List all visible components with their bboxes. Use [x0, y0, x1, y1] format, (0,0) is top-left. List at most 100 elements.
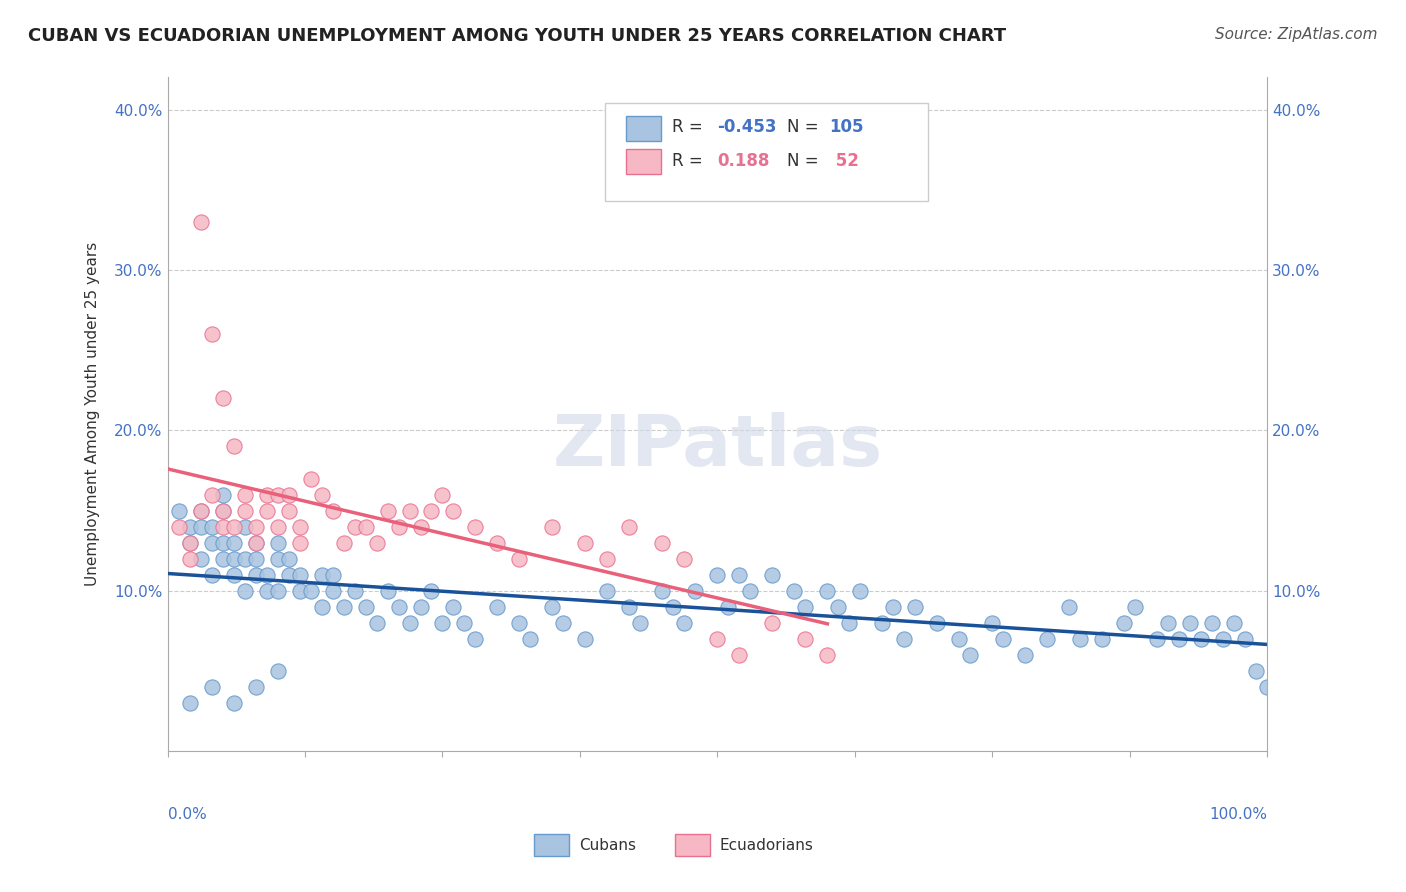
Point	[366, 615, 388, 630]
Point	[277, 487, 299, 501]
Point	[1189, 632, 1212, 646]
Point	[266, 664, 288, 678]
Point	[1014, 648, 1036, 662]
Point	[1212, 632, 1234, 646]
Point	[266, 551, 288, 566]
Point	[619, 519, 641, 533]
Point	[233, 503, 256, 517]
Point	[179, 696, 201, 710]
Point	[574, 535, 596, 549]
Point	[245, 680, 267, 694]
Text: 0.0%: 0.0%	[167, 807, 207, 822]
Point	[277, 567, 299, 582]
Point	[432, 615, 454, 630]
Point	[1246, 664, 1268, 678]
Point	[321, 583, 343, 598]
Point	[486, 535, 509, 549]
Text: N =: N =	[787, 118, 824, 136]
Point	[245, 551, 267, 566]
Point	[211, 503, 233, 517]
Point	[409, 599, 432, 614]
Point	[354, 599, 377, 614]
Point	[190, 503, 212, 517]
Point	[927, 615, 949, 630]
Point	[179, 535, 201, 549]
Point	[332, 599, 354, 614]
Point	[398, 615, 420, 630]
Point	[651, 583, 673, 598]
Point	[179, 551, 201, 566]
Point	[761, 567, 783, 582]
Point	[815, 583, 838, 598]
Point	[1146, 632, 1168, 646]
Point	[377, 583, 399, 598]
Point	[321, 503, 343, 517]
Point	[706, 632, 728, 646]
Point	[211, 551, 233, 566]
Point	[673, 615, 696, 630]
Point	[1223, 615, 1246, 630]
Point	[443, 599, 465, 614]
Point	[1069, 632, 1091, 646]
Point	[288, 583, 311, 598]
Point	[288, 535, 311, 549]
Y-axis label: Unemployment Among Youth under 25 years: Unemployment Among Youth under 25 years	[86, 243, 100, 586]
Point	[222, 519, 245, 533]
Point	[266, 535, 288, 549]
Point	[959, 648, 981, 662]
Point	[211, 503, 233, 517]
Point	[256, 583, 278, 598]
Text: N =: N =	[787, 152, 824, 169]
Text: ZIPatlas: ZIPatlas	[553, 412, 883, 481]
Point	[409, 519, 432, 533]
Point	[794, 632, 817, 646]
Point	[838, 615, 860, 630]
Point	[222, 535, 245, 549]
Text: R =: R =	[672, 118, 709, 136]
Point	[1256, 680, 1278, 694]
Point	[233, 583, 256, 598]
Point	[311, 487, 333, 501]
Point	[343, 519, 366, 533]
Point	[948, 632, 970, 646]
Point	[1036, 632, 1059, 646]
Point	[266, 583, 288, 598]
Point	[443, 503, 465, 517]
Text: Ecuadorians: Ecuadorians	[720, 838, 814, 853]
Point	[519, 632, 541, 646]
Point	[190, 503, 212, 517]
Point	[222, 551, 245, 566]
Text: 52: 52	[830, 152, 859, 169]
Point	[211, 487, 233, 501]
Point	[464, 519, 486, 533]
Text: 100.0%: 100.0%	[1209, 807, 1267, 822]
Text: 105: 105	[830, 118, 865, 136]
Point	[420, 583, 443, 598]
Text: Source: ZipAtlas.com: Source: ZipAtlas.com	[1215, 27, 1378, 42]
Point	[740, 583, 762, 598]
Point	[277, 503, 299, 517]
Point	[1059, 599, 1081, 614]
Text: 0.188: 0.188	[717, 152, 769, 169]
Point	[277, 551, 299, 566]
Point	[299, 471, 322, 485]
Point	[200, 327, 222, 342]
Point	[619, 599, 641, 614]
Point	[222, 439, 245, 453]
Point	[256, 487, 278, 501]
Point	[311, 599, 333, 614]
Point	[245, 567, 267, 582]
Point	[256, 567, 278, 582]
Text: Cubans: Cubans	[579, 838, 637, 853]
Point	[574, 632, 596, 646]
Point	[211, 519, 233, 533]
Point	[662, 599, 685, 614]
Point	[179, 519, 201, 533]
Point	[1180, 615, 1202, 630]
Point	[321, 567, 343, 582]
Point	[651, 535, 673, 549]
Point	[256, 503, 278, 517]
Point	[233, 519, 256, 533]
Point	[245, 535, 267, 549]
Point	[1201, 615, 1223, 630]
